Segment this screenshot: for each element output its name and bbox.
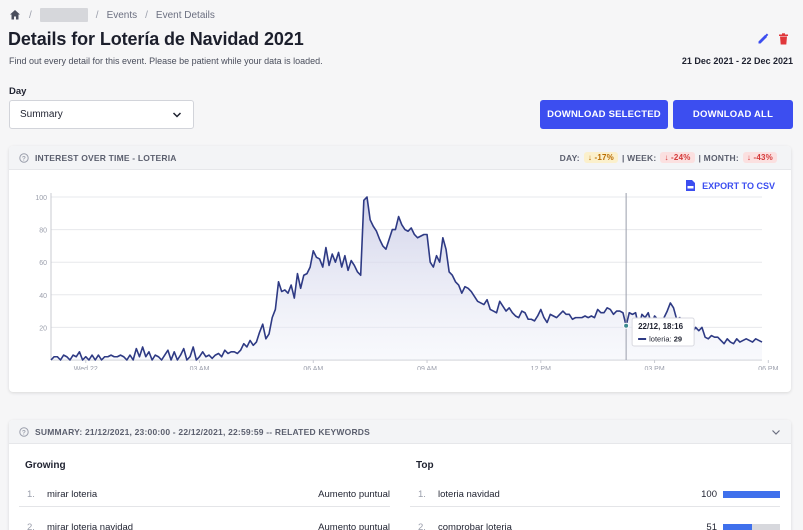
- x-tick-label: 06 PM: [758, 366, 778, 370]
- chart-card-title: INTEREST OVER TIME - LOTERIA: [35, 152, 177, 163]
- row-bar-fill: [723, 524, 753, 530]
- y-tick-label: 60: [39, 260, 47, 267]
- breadcrumb-separator: /: [95, 9, 99, 21]
- row-rank: 1.: [418, 489, 426, 500]
- growing-title: Growing: [25, 460, 66, 471]
- row-bar-track: [723, 491, 780, 498]
- top-title: Top: [416, 460, 434, 471]
- day-change-label: DAY:: [559, 152, 580, 163]
- y-tick-label: 20: [39, 325, 47, 332]
- top-row[interactable]: 1. loteria navidad 100: [410, 483, 780, 507]
- y-tick-label: 40: [39, 293, 47, 300]
- tooltip-box: [631, 317, 695, 347]
- export-csv-label: EXPORT TO CSV: [702, 180, 775, 191]
- top-row[interactable]: 2. comprobar loteria 51: [410, 516, 780, 530]
- chevron-up-icon[interactable]: [771, 427, 781, 437]
- row-term: mirar loteria navidad: [47, 522, 134, 530]
- x-tick-label: 12 PM: [531, 366, 551, 370]
- chevron-down-icon: [172, 112, 182, 118]
- breadcrumb: / / Events / Event Details: [9, 8, 215, 22]
- y-tick-label: 80: [39, 228, 47, 235]
- breadcrumb-event-details: Event Details: [155, 9, 215, 21]
- row-value: Aumento puntual: [318, 489, 390, 500]
- help-icon[interactable]: ?: [19, 152, 29, 163]
- row-rank: 2.: [27, 522, 35, 530]
- growing-row[interactable]: 2. mirar loteria navidad Aumento puntual: [19, 516, 390, 530]
- row-term: loteria navidad: [438, 489, 500, 500]
- trash-icon[interactable]: [778, 33, 789, 45]
- export-csv-link[interactable]: EXPORT TO CSV: [686, 180, 775, 191]
- svg-text:?: ?: [22, 155, 26, 162]
- summary-card-header[interactable]: ? SUMMARY: 21/12/2021, 23:00:00 - 22/12/…: [9, 420, 791, 444]
- chart-card-header: ? INTEREST OVER TIME - LOTERIA DAY: ↓ -1…: [9, 146, 791, 170]
- breadcrumb-events[interactable]: Events: [106, 9, 138, 21]
- summary-card: ? SUMMARY: 21/12/2021, 23:00:00 - 22/12/…: [9, 420, 791, 530]
- home-icon[interactable]: [9, 9, 21, 21]
- breadcrumb-separator: /: [29, 9, 32, 21]
- day-label: Day: [9, 86, 27, 97]
- y-tick-label: 100: [35, 195, 47, 202]
- download-all-button[interactable]: DOWNLOAD ALL: [673, 100, 793, 129]
- row-rank: 1.: [27, 489, 35, 500]
- x-tick-label: 09 AM: [417, 366, 437, 370]
- tooltip-value: 29: [674, 335, 682, 344]
- row-bar-fill: [723, 491, 780, 498]
- x-tick-label: 03 AM: [190, 366, 210, 370]
- breadcrumb-redacted[interactable]: [39, 8, 88, 22]
- csv-file-icon: [686, 180, 696, 191]
- page-subtitle: Find out every detail for this event. Pl…: [9, 56, 323, 66]
- row-value: 100: [701, 489, 717, 500]
- tooltip-series: loteria: 29: [649, 335, 682, 344]
- series-area: [51, 197, 762, 360]
- breadcrumb-separator: /: [145, 9, 148, 21]
- month-change-label: | MONTH:: [698, 152, 739, 163]
- tooltip-time: 22/12, 18:16: [638, 322, 683, 331]
- growing-row[interactable]: 1. mirar loteria Aumento puntual: [19, 483, 390, 507]
- change-indicators: DAY: ↓ -17% | WEEK: ↓ -24% | MONTH: ↓ -4…: [560, 152, 781, 163]
- day-select-value: Summary: [20, 109, 63, 120]
- row-bar-track: [723, 524, 780, 530]
- x-tick-label: Wed 22: [74, 366, 98, 370]
- week-change-label: | WEEK:: [621, 152, 657, 163]
- interest-chart-card: ? INTEREST OVER TIME - LOTERIA DAY: ↓ -1…: [9, 146, 791, 392]
- week-change-badge: ↓ -24%: [660, 152, 695, 163]
- day-select[interactable]: Summary: [9, 100, 194, 129]
- page-title: Details for Lotería de Navidad 2021: [8, 29, 304, 49]
- help-icon[interactable]: ?: [19, 426, 29, 437]
- series-line-loteria: [50, 196, 763, 361]
- date-range: 21 Dec 2021 - 22 Dec 2021: [681, 56, 793, 66]
- row-term: mirar loteria: [47, 489, 98, 500]
- svg-text:?: ?: [22, 429, 26, 436]
- day-change-badge: ↓ -17%: [583, 152, 618, 163]
- interest-line-chart: 20 40 60 80 100 Wed 22 03 AM 06 AM 09 AM 12 PM 03 …: [35, 193, 779, 370]
- x-tick-label: 06 AM: [303, 366, 323, 370]
- pencil-icon[interactable]: [757, 33, 769, 45]
- hover-point: [623, 322, 630, 329]
- row-term: comprobar loteria: [438, 522, 512, 530]
- month-change-badge: ↓ -43%: [742, 152, 777, 163]
- download-selected-button[interactable]: DOWNLOAD SELECTED: [540, 100, 668, 129]
- summary-title: SUMMARY: 21/12/2021, 23:00:00 - 22/12/20…: [35, 426, 371, 437]
- row-rank: 2.: [418, 522, 426, 530]
- x-tick-label: 03 PM: [644, 366, 664, 370]
- row-value: Aumento puntual: [318, 522, 390, 530]
- row-value: 51: [706, 522, 717, 530]
